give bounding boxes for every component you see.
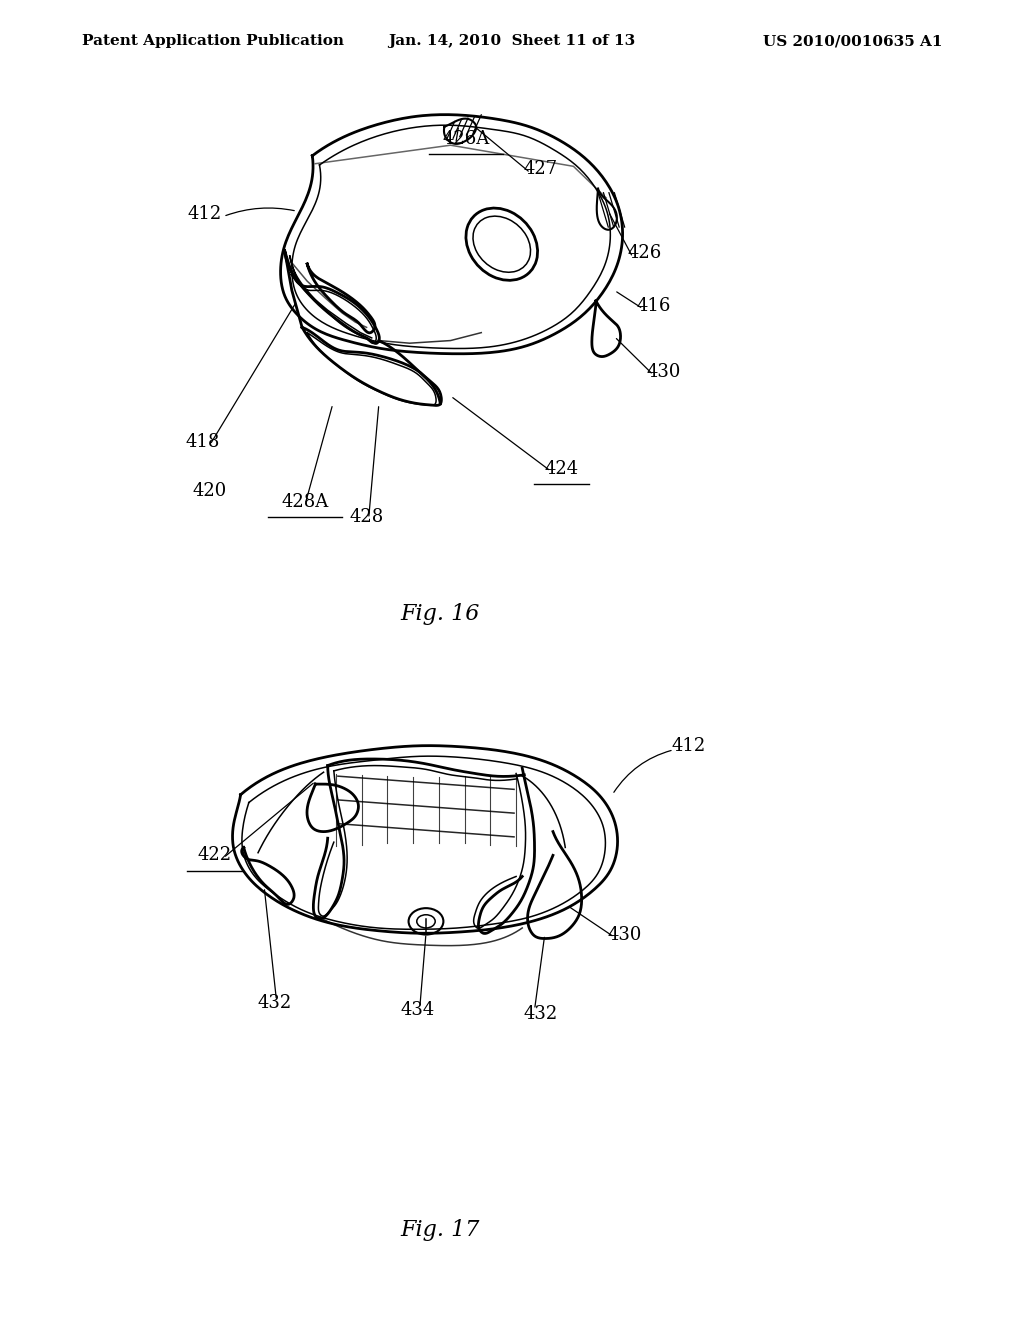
Text: 418: 418 xyxy=(185,433,220,451)
Text: 426: 426 xyxy=(628,244,663,263)
Text: 427: 427 xyxy=(523,160,558,178)
Text: 430: 430 xyxy=(646,363,681,381)
Text: 424: 424 xyxy=(544,459,579,478)
Text: 428A: 428A xyxy=(282,492,329,511)
Text: 432: 432 xyxy=(523,1005,558,1023)
Text: 412: 412 xyxy=(671,737,706,755)
Text: Patent Application Publication: Patent Application Publication xyxy=(82,34,344,49)
Text: 422: 422 xyxy=(198,846,232,865)
Text: 434: 434 xyxy=(400,1001,435,1019)
Text: 432: 432 xyxy=(257,994,292,1012)
Text: Fig. 17: Fig. 17 xyxy=(400,1220,480,1241)
Text: US 2010/0010635 A1: US 2010/0010635 A1 xyxy=(763,34,942,49)
Text: 430: 430 xyxy=(607,925,642,944)
Text: Jan. 14, 2010  Sheet 11 of 13: Jan. 14, 2010 Sheet 11 of 13 xyxy=(388,34,636,49)
Text: 416: 416 xyxy=(636,297,671,315)
Text: 428: 428 xyxy=(349,508,384,527)
Text: Fig. 16: Fig. 16 xyxy=(400,603,480,624)
Text: 420: 420 xyxy=(193,482,227,500)
Text: 426A: 426A xyxy=(442,129,489,148)
Text: 412: 412 xyxy=(187,205,222,223)
